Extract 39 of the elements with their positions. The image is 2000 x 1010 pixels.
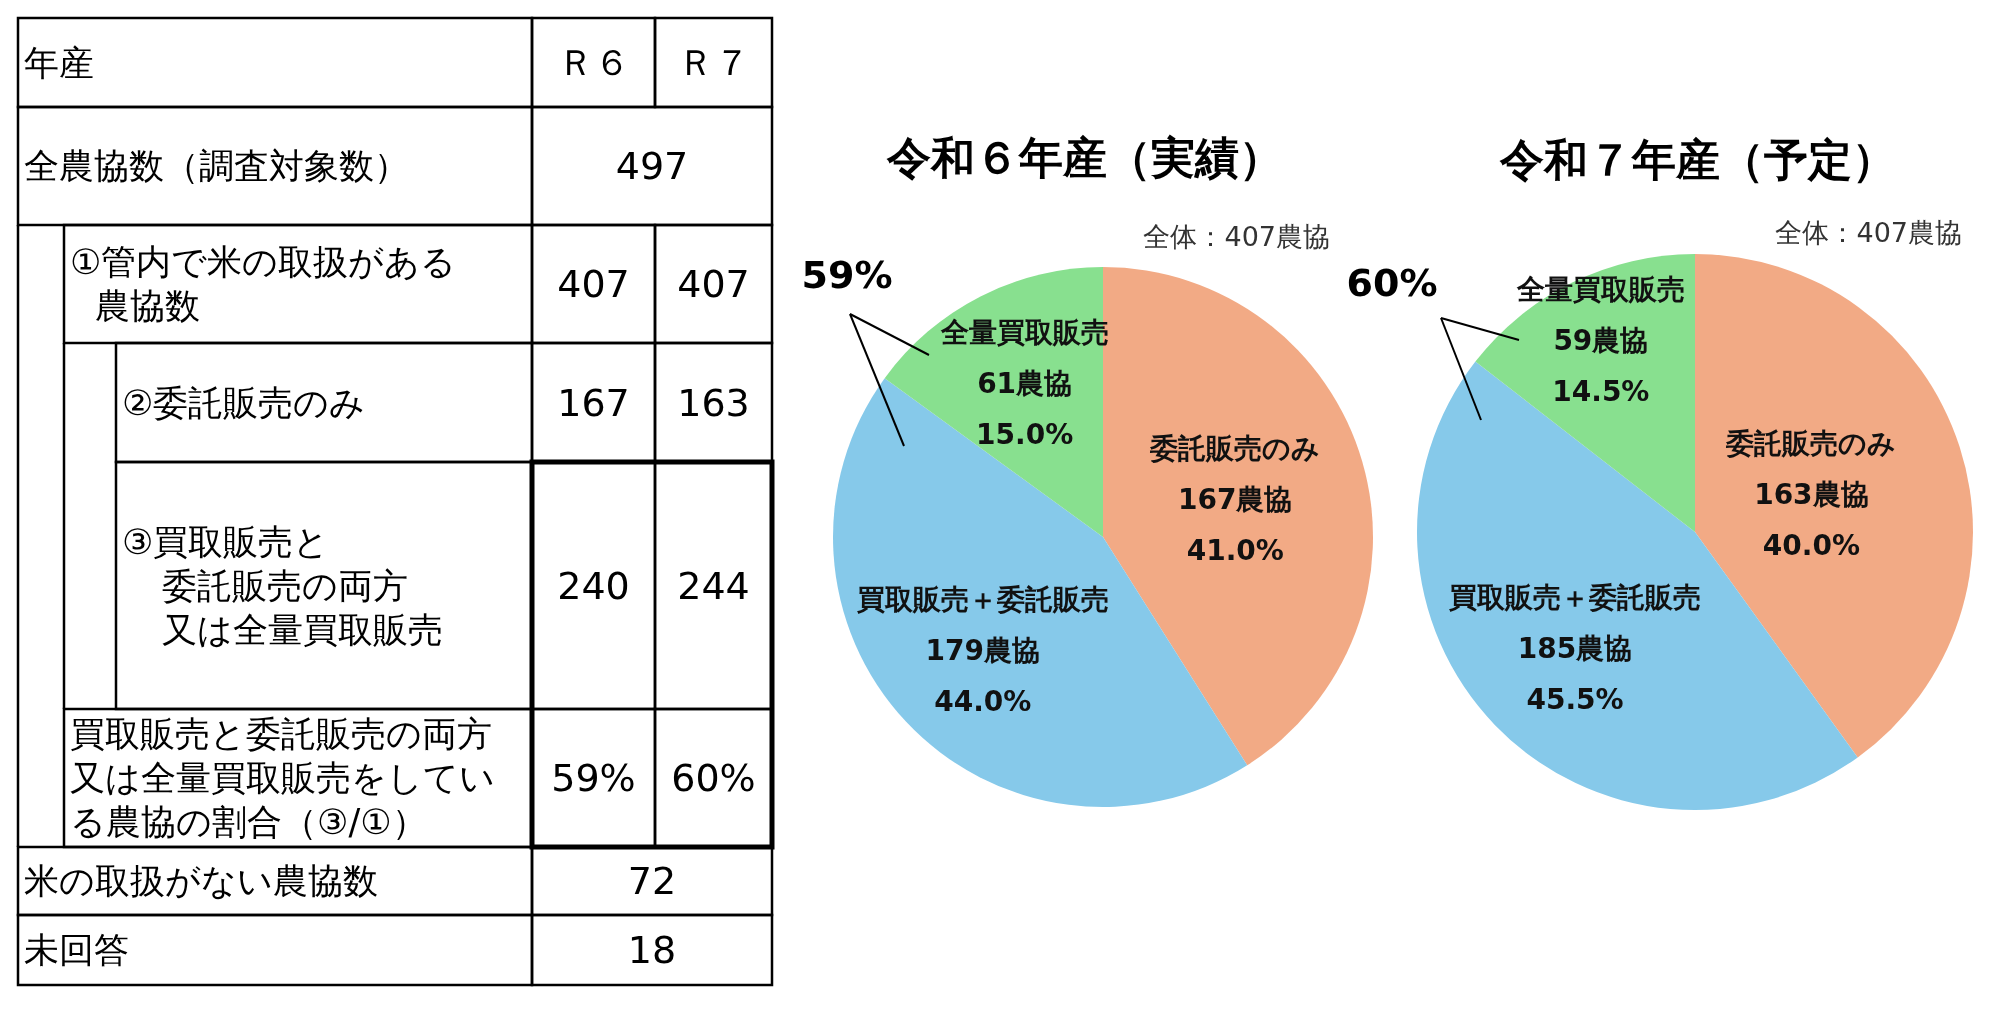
data-label: 179農協 44.0% <box>925 633 1041 718</box>
category-label: Ｒ７ <box>677 42 750 83</box>
data-label: 185農協 45.5% <box>1517 631 1633 716</box>
category-label: 買取販売と委託販売の両方又は全量買取販売をしている農協の割合（③/①） <box>70 714 495 842</box>
text: 年産 <box>24 42 94 83</box>
text: 244 <box>677 563 750 608</box>
category-label: ②委託販売のみ <box>122 382 366 423</box>
text: 497 <box>615 144 689 188</box>
text: 60% <box>671 756 756 800</box>
category-label: Ｒ６ <box>557 42 630 83</box>
slice-label: 買取販売＋委託販売 <box>856 582 1109 616</box>
category-label: 全農協数（調査対象数） <box>24 146 409 186</box>
chart-title: 令和６年産（実績） <box>886 131 1283 183</box>
text: 163 <box>677 380 750 425</box>
text: 18 <box>627 928 677 972</box>
category-label: 未回答 <box>24 930 129 970</box>
text: 240 <box>557 563 630 608</box>
text: 59% <box>551 756 636 800</box>
slice-label: 買取販売＋委託販売 <box>1449 580 1702 614</box>
category-label: ①管内で米の取扱がある農協数 <box>70 242 457 326</box>
text: 全体：407農協 <box>1143 220 1330 252</box>
text: 407 <box>557 262 630 306</box>
slice-label: 委託販売のみ <box>1725 426 1897 460</box>
text: 59% <box>801 253 893 297</box>
text: 407 <box>677 262 750 306</box>
slice-label: 全量買取販売 <box>939 315 1109 349</box>
slice-label: 委託販売のみ <box>1149 431 1321 465</box>
data-label: 163農協 40.0% <box>1754 477 1869 562</box>
data-label: 59農協 14.5% <box>1552 323 1650 408</box>
category-label: 米の取扱がない農協数 <box>24 861 378 901</box>
category-label: ③買取販売と委託販売の両方又は全量買取販売 <box>122 521 443 650</box>
text: 167 <box>557 380 630 425</box>
chart-title: 令和７年産（予定） <box>1499 133 1896 185</box>
slice-label: 全量買取販売 <box>1515 272 1685 306</box>
text: 60% <box>1346 261 1438 305</box>
data-label: 167農協 41.0% <box>1178 482 1293 567</box>
data-label: 61農協 15.0% <box>976 366 1074 451</box>
text: 72 <box>627 859 677 903</box>
text: 全体：407農協 <box>1775 216 1962 248</box>
